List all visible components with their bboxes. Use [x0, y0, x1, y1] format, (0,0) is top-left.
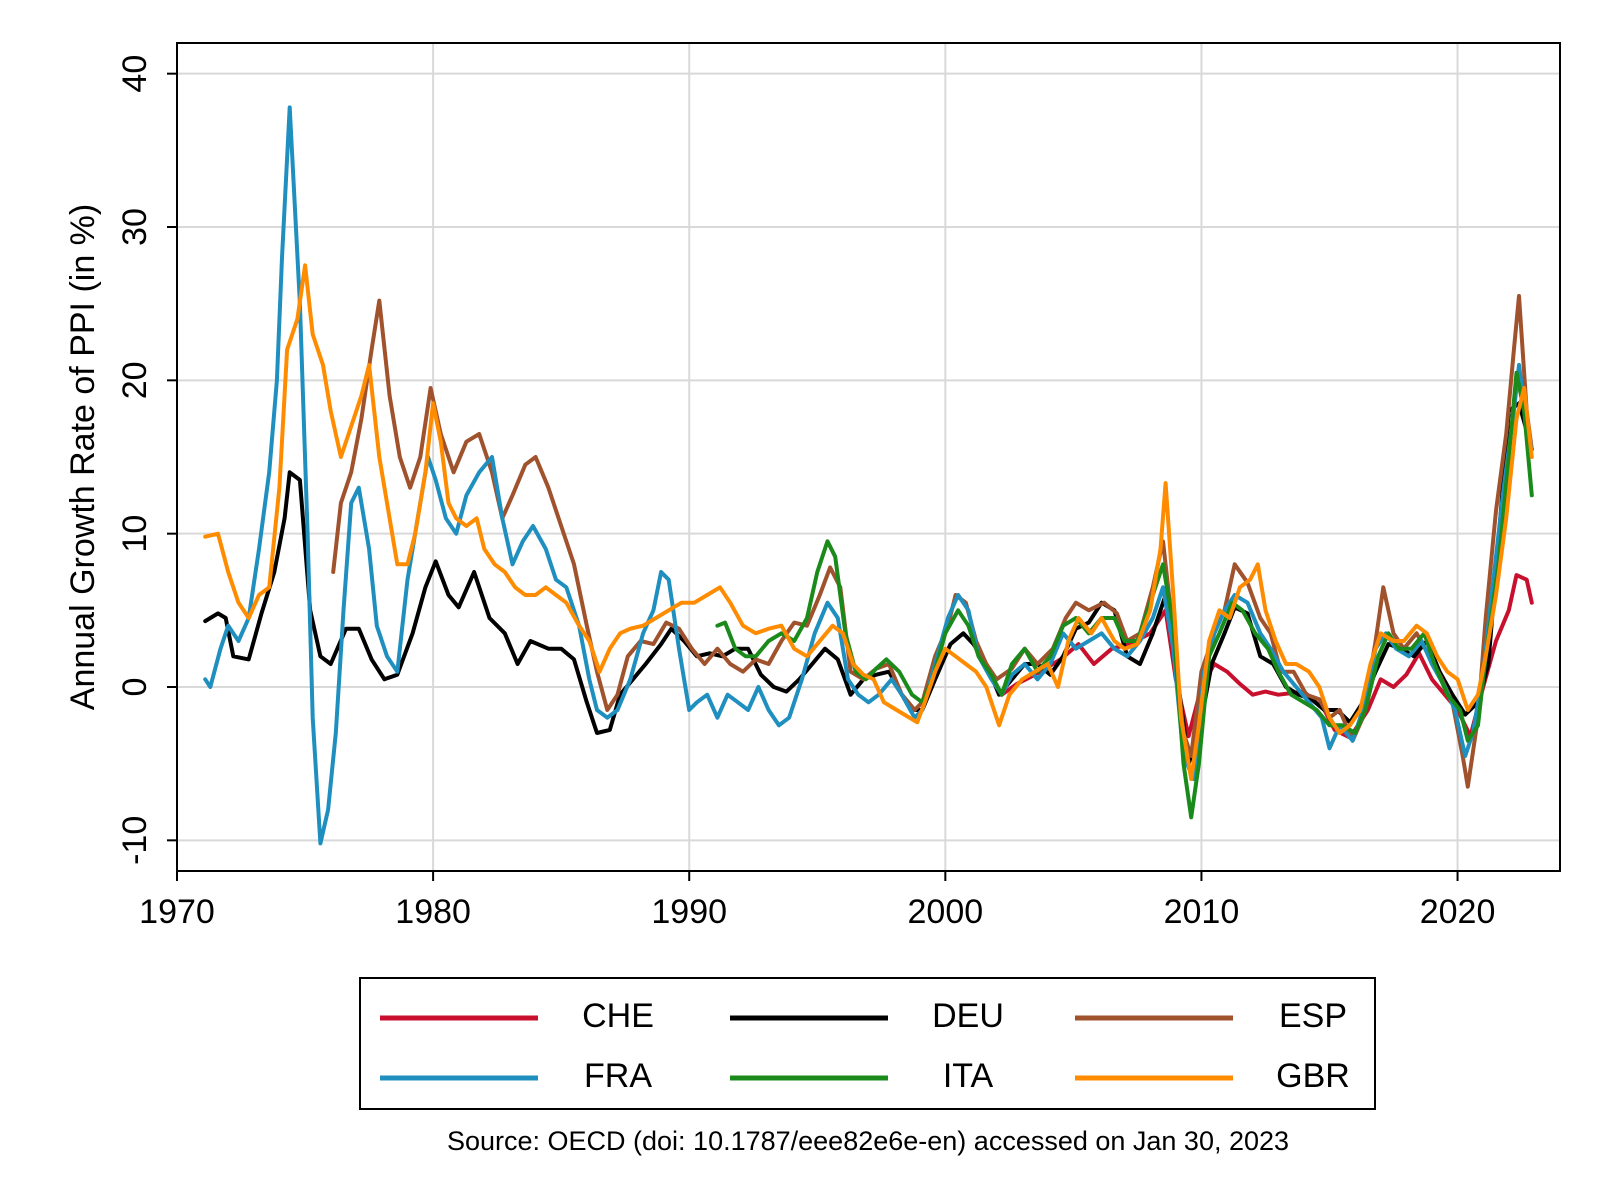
- y-tick-label: 20: [116, 361, 154, 399]
- legend: CHE DEU ESP FRA ITA GBR: [359, 977, 1376, 1110]
- x-tick-label: 1980: [395, 893, 471, 931]
- y-tick-label: 40: [116, 55, 154, 93]
- x-tick-label: 2010: [1164, 893, 1240, 931]
- series-line-gbr: [203, 263, 1534, 781]
- y-tick-label: 0: [116, 678, 154, 697]
- source-note: Source: OECD (doi: 10.1787/eee82e6e-en) …: [447, 1126, 1289, 1156]
- axes: 1970 1980 1990 2000 2010 2020 -10 0 10 20 30 40: [116, 55, 1495, 931]
- legend-label-deu: DEU: [932, 997, 1004, 1035]
- gridlines: [176, 43, 1560, 871]
- y-axis-title: Annual Growth Rate of PPI (in %): [64, 204, 102, 710]
- x-tick-label: 1990: [651, 893, 727, 931]
- legend-label-fra: FRA: [584, 1057, 652, 1095]
- series-lines: [203, 105, 1534, 846]
- y-tick-label: -10: [116, 816, 154, 865]
- legend-label-ita: ITA: [943, 1057, 994, 1095]
- x-tick-label: 2020: [1420, 893, 1496, 931]
- y-tick-label: 10: [116, 515, 154, 553]
- legend-box: [359, 977, 1376, 1110]
- legend-label-gbr: GBR: [1276, 1057, 1350, 1095]
- legend-items: CHE DEU ESP FRA ITA GBR: [380, 997, 1350, 1095]
- legend-label-che: CHE: [582, 997, 654, 1035]
- plot-frame: [176, 42, 1561, 872]
- x-tick-label: 1970: [139, 893, 215, 931]
- x-tick-label: 2000: [908, 893, 984, 931]
- y-tick-label: 30: [116, 208, 154, 246]
- legend-label-esp: ESP: [1279, 997, 1347, 1035]
